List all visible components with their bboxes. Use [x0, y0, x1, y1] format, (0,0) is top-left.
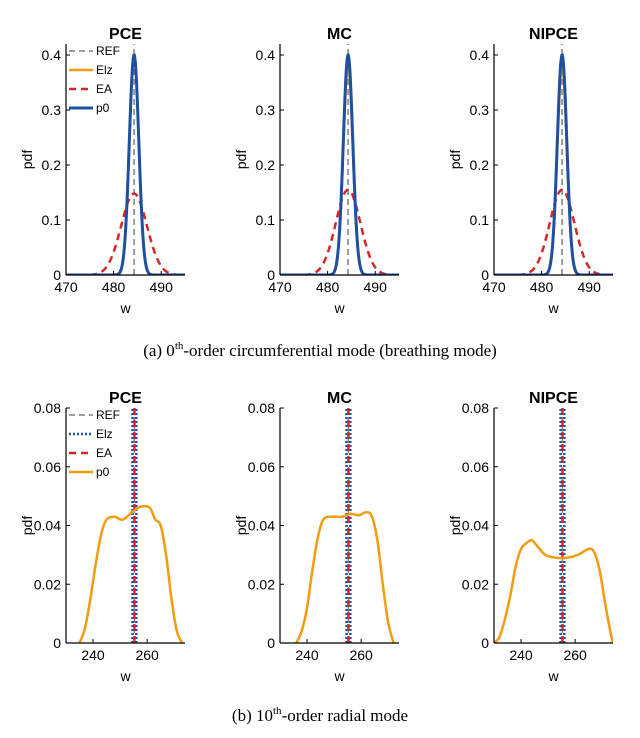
series-orange-solid-curve [494, 540, 613, 643]
y-tick-label: 0.4 [470, 47, 490, 63]
chart-panel-b-3: 0 0.02 0.04 0.06 0.08 240 260 NIPCE w pdf [447, 390, 613, 684]
plot-series [66, 44, 185, 275]
chart-title: MC [327, 390, 352, 407]
y-tick-label: 0.08 [462, 400, 489, 416]
chart-title: PCE [109, 390, 142, 407]
plot-series [80, 408, 183, 643]
y-tick-label: 0 [267, 635, 275, 651]
y-tick-label: 0.06 [34, 459, 61, 475]
x-axis-label: w [547, 300, 559, 316]
y-axis-label: pdf [447, 150, 463, 170]
y-axis-label: pdf [19, 516, 35, 536]
y-tick-label: 0.2 [470, 157, 490, 173]
x-tick-label: 240 [509, 647, 533, 663]
x-axis-label: w [333, 300, 345, 316]
y-tick-label: 0.3 [470, 102, 490, 118]
x-tick-label: 490 [150, 279, 174, 295]
y-tick-label: 0.4 [256, 47, 276, 63]
x-tick-label: 490 [364, 279, 388, 295]
x-tick-label: 480 [102, 279, 126, 295]
y-axis-label: pdf [447, 516, 463, 536]
x-axis-label: w [547, 668, 559, 684]
plot-series [296, 408, 393, 643]
chart-panel-b-2: 0 0.02 0.04 0.06 0.08 240 260 MC w pdf [233, 390, 399, 684]
y-axis-label: pdf [233, 516, 249, 536]
y-tick-label: 0.02 [248, 576, 275, 592]
legend-label: EA [96, 82, 112, 96]
plot-series [494, 44, 613, 275]
series-p0-curve [80, 506, 183, 643]
x-tick-label: 480 [530, 279, 554, 295]
series-orange-solid-curve [296, 512, 393, 643]
x-tick-label: 470 [482, 279, 506, 295]
y-tick-label: 0.04 [462, 518, 489, 534]
series-blue-solid-curve [280, 55, 399, 275]
y-tick-label: 0.2 [42, 157, 62, 173]
y-tick-label: 0 [481, 635, 489, 651]
x-tick-label: 240 [81, 647, 105, 663]
plot-series [494, 408, 613, 643]
x-tick-label: 260 [563, 647, 587, 663]
y-axis-label: pdf [19, 150, 35, 170]
y-tick-label: 0 [53, 635, 61, 651]
y-tick-label: 0.3 [256, 102, 276, 118]
legend-label: REF [96, 408, 120, 422]
plot-series [280, 44, 399, 275]
x-axis-label: w [119, 300, 131, 316]
y-tick-label: 0.06 [248, 459, 275, 475]
legend-label: REF [96, 44, 120, 58]
x-tick-label: 490 [578, 279, 602, 295]
y-tick-label: 0.1 [256, 212, 276, 228]
legend-label: Elz [96, 63, 113, 77]
legend-label: Elz [96, 427, 113, 441]
series-blue-solid-curve [494, 55, 613, 275]
caption-b: (b) 10th-order radial mode [232, 705, 408, 725]
x-tick-label: 260 [135, 647, 159, 663]
y-tick-label: 0.2 [256, 157, 276, 173]
x-axis-label: w [333, 668, 345, 684]
chart-title: MC [327, 26, 352, 43]
y-tick-label: 0.4 [42, 47, 62, 63]
chart-panel-b-1: 0 0.02 0.04 0.06 0.08 240 260 PCE w pdf REF Elz EA p0 [19, 390, 185, 684]
y-tick-label: 0.06 [462, 459, 489, 475]
y-tick-label: 0.1 [470, 212, 490, 228]
legend-label: p0 [96, 465, 110, 479]
legend-label: EA [96, 446, 112, 460]
y-tick-label: 0.04 [34, 518, 61, 534]
y-tick-label: 0.08 [248, 400, 275, 416]
y-tick-label: 0.04 [248, 518, 275, 534]
x-axis-label: w [119, 668, 131, 684]
chart-title: NIPCE [529, 26, 578, 43]
y-tick-label: 0.3 [42, 102, 62, 118]
y-tick-label: 0.02 [462, 576, 489, 592]
legend-label: p0 [96, 101, 110, 115]
y-axis-label: pdf [233, 150, 249, 170]
x-tick-label: 240 [295, 647, 319, 663]
y-tick-label: 0.1 [42, 212, 62, 228]
y-tick-label: 0.02 [34, 576, 61, 592]
chart-title: NIPCE [529, 390, 578, 407]
x-tick-label: 260 [349, 647, 373, 663]
x-tick-label: 480 [316, 279, 340, 295]
chart-title: PCE [109, 26, 142, 43]
caption-a: (a) 0th-order circumferential mode (brea… [143, 340, 497, 360]
x-tick-label: 470 [54, 279, 78, 295]
x-tick-label: 470 [268, 279, 292, 295]
y-tick-label: 0.08 [34, 400, 61, 416]
